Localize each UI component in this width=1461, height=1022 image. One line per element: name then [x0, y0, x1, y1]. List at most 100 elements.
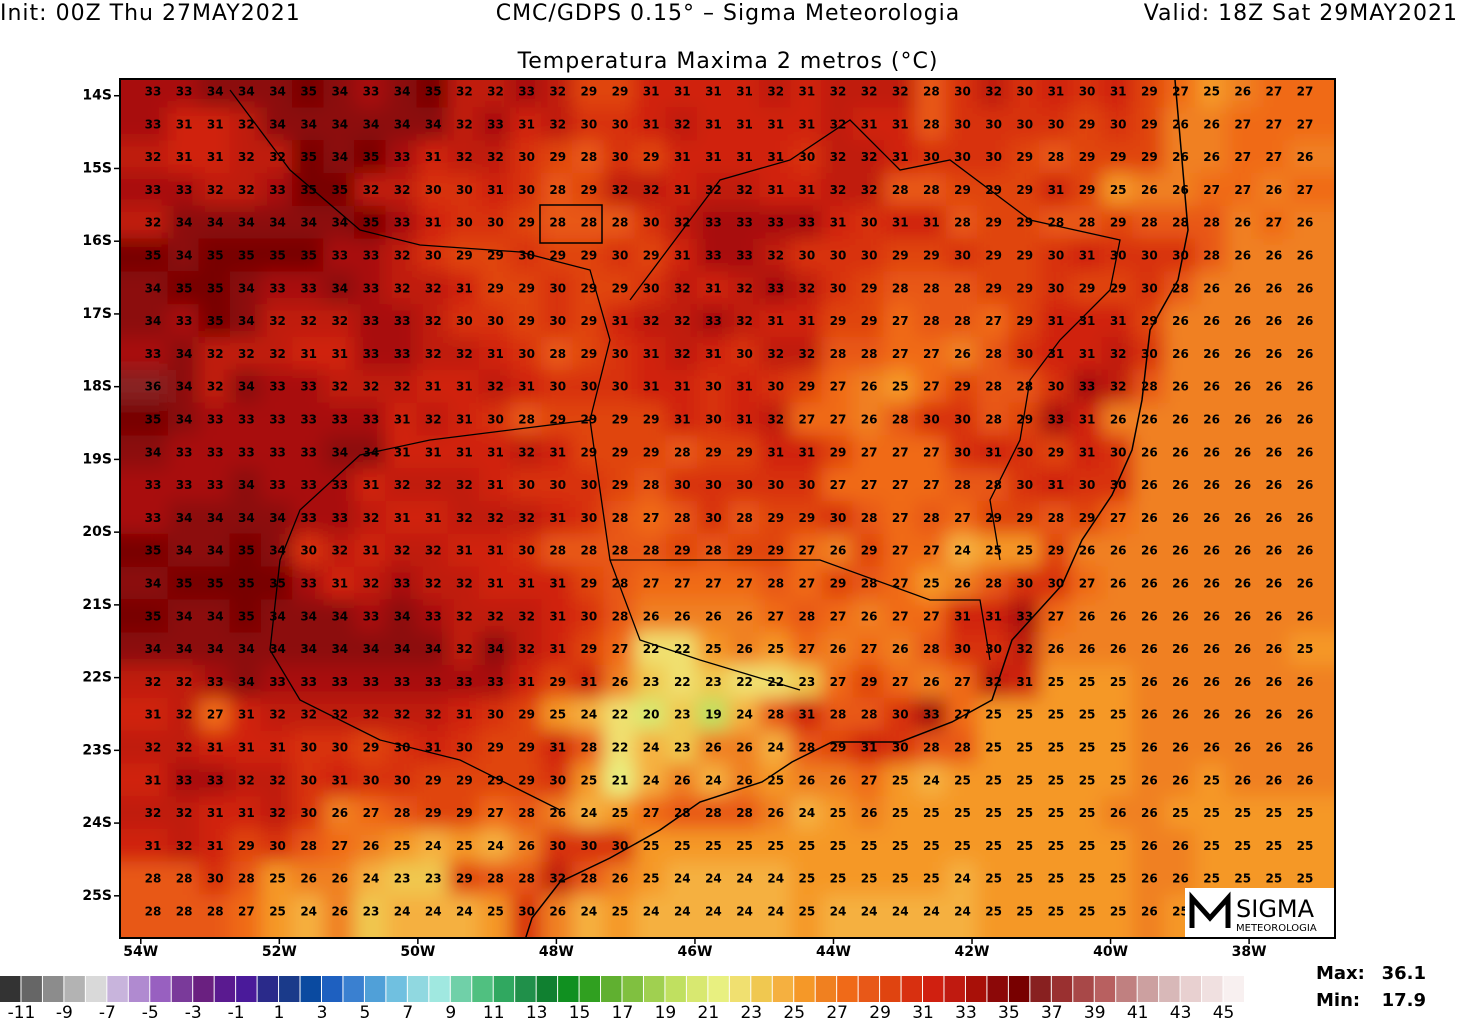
cell-value: 30	[1110, 117, 1127, 131]
field-cell	[198, 730, 232, 766]
field-cell	[572, 238, 606, 274]
field-cell	[977, 697, 1011, 733]
cell-value: 30	[456, 314, 473, 328]
field-cell	[696, 304, 730, 339]
field-cell	[385, 501, 419, 536]
field-cell	[478, 140, 513, 175]
field-cell	[696, 763, 730, 799]
cell-value: 26	[1266, 314, 1283, 328]
field-cell	[323, 369, 357, 405]
field-cell	[852, 337, 886, 372]
field-cell	[852, 369, 886, 405]
field-cell	[1288, 173, 1335, 208]
cell-value: 25	[1234, 872, 1251, 886]
cell-value: 29	[425, 806, 442, 820]
field-cell	[323, 894, 357, 938]
cell-value: 33	[176, 183, 193, 197]
cell-value: 31	[1016, 675, 1033, 689]
cell-value: 32	[487, 150, 504, 164]
field-cell	[1195, 304, 1229, 339]
cell-value: 32	[238, 117, 255, 131]
field-cell	[198, 402, 232, 438]
field-cell	[541, 632, 575, 667]
cell-value: 25	[643, 839, 660, 853]
field-cell	[447, 665, 481, 700]
cell-value: 31	[549, 445, 566, 459]
cell-value: 28	[736, 806, 753, 820]
field-cell	[1070, 533, 1104, 569]
cell-value: 35	[238, 249, 255, 263]
coast-line	[524, 79, 1189, 938]
field-cell	[945, 763, 980, 799]
cell-value: 32	[331, 544, 348, 558]
field-cell	[603, 697, 637, 733]
field-cell	[1288, 763, 1335, 799]
field-cell	[120, 79, 170, 110]
field-cell	[229, 763, 263, 799]
field-cell	[1195, 632, 1229, 667]
field-cell	[198, 697, 232, 733]
field-cell	[945, 730, 980, 766]
cell-value: 28	[985, 478, 1002, 492]
cell-value: 26	[1172, 872, 1189, 886]
field-cell	[1257, 829, 1291, 864]
cell-value: 26	[1172, 839, 1189, 853]
cell-value: 31	[612, 314, 629, 328]
field-cell	[883, 140, 917, 175]
field-cell	[1195, 205, 1229, 241]
cell-value: 33	[269, 413, 286, 427]
cell-value: 32	[1016, 642, 1033, 656]
cell-value: 31	[798, 117, 815, 131]
field-cell	[323, 402, 357, 438]
cell-value: 25	[612, 806, 629, 820]
field-cell	[696, 369, 730, 405]
cell-value: 25	[1048, 773, 1065, 787]
cell-value: 32	[269, 806, 286, 820]
cell-value: 26	[1203, 708, 1220, 722]
cell-value: 31	[736, 413, 753, 427]
cell-value: 32	[269, 314, 286, 328]
field-cell	[510, 796, 544, 831]
field-cell	[603, 173, 637, 208]
cell-value: 31	[238, 741, 255, 755]
field-cell	[354, 468, 388, 503]
x-tick-label: 42W	[955, 944, 990, 960]
field-cell	[1163, 369, 1198, 405]
cell-value: 31	[425, 216, 442, 230]
cell-value: 26	[1297, 216, 1314, 230]
cell-value: 30	[643, 216, 660, 230]
field-cell	[1070, 829, 1104, 864]
field-cell	[416, 730, 450, 766]
field-cell	[572, 304, 606, 339]
field-cell	[665, 140, 699, 175]
field-cell	[1039, 271, 1073, 307]
cell-value: 30	[736, 478, 753, 492]
colorbar-label: 33	[955, 1003, 977, 1022]
cell-value: 27	[331, 839, 348, 853]
field-cell	[447, 271, 481, 307]
y-tick-label: 18S	[82, 379, 112, 395]
field-cell	[759, 402, 793, 438]
y-tick-label: 23S	[82, 742, 112, 758]
plot-frame	[119, 78, 1336, 939]
field-cell	[1008, 730, 1042, 766]
colorbar-label: 3	[317, 1003, 328, 1022]
cell-value: 27	[923, 478, 940, 492]
colorbar-label: 31	[912, 1003, 934, 1022]
cell-value: 32	[767, 413, 784, 427]
cell-value: 25	[1203, 85, 1220, 99]
cell-value: 26	[1203, 642, 1220, 656]
field-cell	[1226, 533, 1260, 569]
field-cell	[1288, 829, 1335, 864]
field-cell	[1226, 730, 1260, 766]
cell-value: 30	[549, 380, 566, 394]
cell-value: 25	[1016, 872, 1033, 886]
field-cell	[1257, 533, 1291, 569]
cell-value: 29	[1079, 511, 1096, 525]
cell-value: 32	[736, 183, 753, 197]
field-cell	[696, 402, 730, 438]
field-cell	[1163, 205, 1198, 241]
min-label: Min:	[1316, 990, 1360, 1011]
cell-value: 35	[300, 249, 317, 263]
field-cell	[572, 369, 606, 405]
